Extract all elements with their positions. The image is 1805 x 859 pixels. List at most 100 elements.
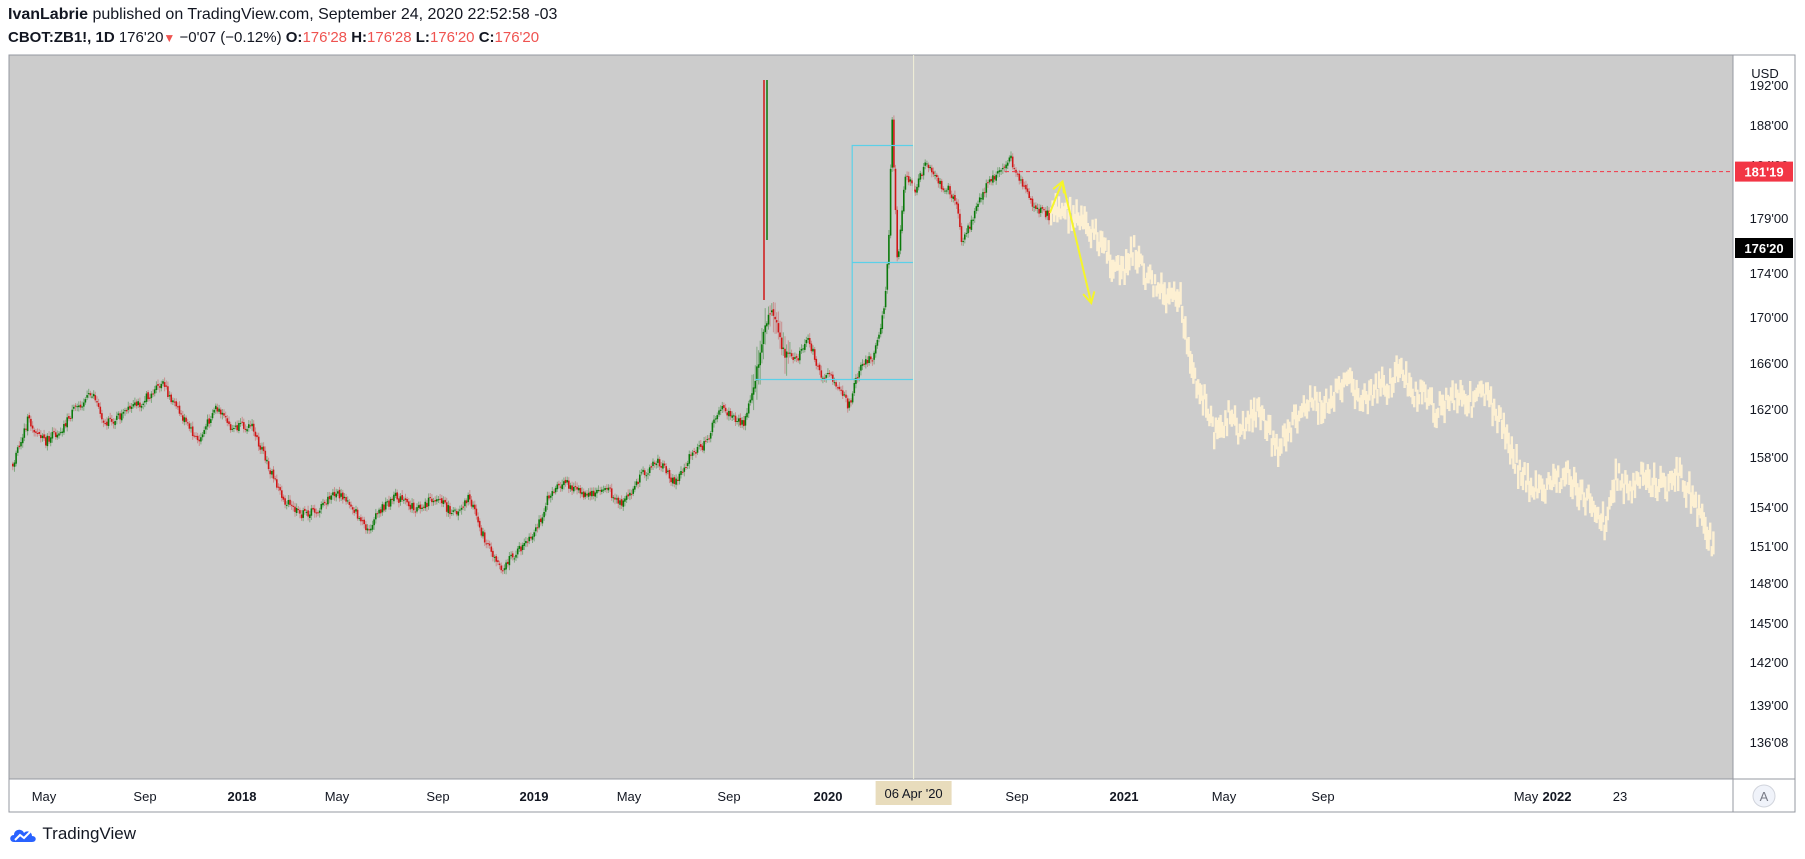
projection-bar <box>1613 479 1616 503</box>
projection-bar <box>1445 387 1448 401</box>
candle-body <box>206 419 209 427</box>
projection-bar <box>1509 444 1512 465</box>
candle-body <box>56 434 59 438</box>
candle-body <box>983 192 986 194</box>
candle-body <box>703 441 705 451</box>
projection-bar <box>1640 461 1643 475</box>
symbol-label[interactable]: CBOT:ZB1!, 1D <box>8 29 115 46</box>
author-name[interactable]: IvanLabrie <box>8 6 89 23</box>
projection-bar <box>1195 380 1198 399</box>
candle-body <box>158 386 161 388</box>
candle-body <box>1039 207 1042 213</box>
projection-bar <box>1213 432 1216 450</box>
projection-bar <box>1622 483 1625 505</box>
candle-body <box>289 499 291 505</box>
candle-body <box>901 210 903 231</box>
projection-bar <box>1709 522 1712 540</box>
candle-body <box>78 405 80 408</box>
projection-bar <box>1118 264 1121 286</box>
projection-bar <box>1616 478 1619 491</box>
projection-bar <box>1608 497 1611 510</box>
candle-body <box>386 501 389 503</box>
projection-bar <box>1533 487 1536 500</box>
projection-bar <box>1232 413 1235 425</box>
candle-body <box>546 495 549 505</box>
arrow-up[interactable] <box>1048 181 1064 214</box>
candle-body <box>711 422 714 433</box>
projection-bar <box>1489 386 1493 405</box>
candle-body <box>370 528 372 531</box>
projection-bar <box>1621 473 1624 488</box>
candle-body <box>645 475 648 477</box>
projection-bar <box>1259 406 1262 431</box>
projection-bar <box>1144 278 1147 290</box>
candle-body <box>858 371 860 378</box>
projection-bar <box>1096 232 1099 252</box>
candle-body <box>183 417 186 423</box>
candle-body <box>855 377 857 384</box>
time-tick-label: Sep <box>1005 789 1028 804</box>
candle-body <box>530 536 532 539</box>
candle-body <box>467 494 469 503</box>
candle-body <box>934 175 936 177</box>
projection-bar <box>1678 457 1681 476</box>
projection-bar <box>1200 384 1203 401</box>
projection-bar <box>1158 283 1161 300</box>
plot-area[interactable] <box>9 55 1733 779</box>
projection-bar <box>1561 468 1565 480</box>
candle-body <box>488 543 491 546</box>
candle-body <box>647 473 649 475</box>
candle-body <box>276 479 278 488</box>
projection-bar <box>1459 379 1462 400</box>
candle-body <box>195 435 197 437</box>
projection-bar <box>1093 228 1096 240</box>
tradingview-footer[interactable]: TradingView <box>8 824 136 844</box>
auto-scale-label: A <box>1760 789 1769 804</box>
high-value: 176'28 <box>367 29 412 46</box>
time-tick-label: Sep <box>133 789 156 804</box>
candle-body <box>932 171 935 175</box>
projection-bar <box>1441 394 1445 416</box>
candle-body <box>203 430 205 434</box>
candle-body <box>18 445 21 448</box>
candle-body <box>459 509 461 511</box>
projection-bar <box>1422 381 1425 392</box>
candle-body <box>168 395 171 397</box>
candle-body <box>846 398 849 409</box>
candle-body <box>335 493 337 498</box>
candle-body <box>185 417 187 422</box>
candle-body <box>952 196 955 199</box>
candle-body <box>820 370 823 378</box>
candle-body <box>866 360 869 364</box>
candle-body <box>139 402 141 408</box>
candle-body <box>124 410 126 412</box>
candle-body <box>140 405 143 408</box>
projection-bar <box>1277 446 1280 467</box>
projection-bar <box>1283 423 1286 447</box>
projection-bar <box>1270 438 1273 457</box>
projection-bar <box>1374 373 1377 390</box>
projection-bar <box>1320 400 1323 425</box>
candle-body <box>747 403 750 414</box>
arrow-down[interactable] <box>1061 181 1093 304</box>
projection-bar <box>1630 486 1633 504</box>
projection-bar <box>1478 381 1481 394</box>
candle-body <box>116 415 118 420</box>
projection-bar <box>1361 389 1365 412</box>
candle-body <box>353 509 356 513</box>
projection-bar <box>1571 479 1574 500</box>
candle-body <box>992 175 994 183</box>
projection-bar <box>1131 252 1134 266</box>
projection-bar <box>1589 493 1592 514</box>
projection-bar <box>1531 486 1534 498</box>
candle-body <box>279 487 281 491</box>
auto-scale-button[interactable] <box>1752 784 1776 808</box>
time-axis[interactable] <box>9 779 1733 812</box>
projection-bar <box>1453 400 1456 411</box>
published-text: published on TradingView.com, September … <box>92 6 558 23</box>
candle-body <box>439 498 441 500</box>
candle-body <box>297 509 300 511</box>
candle-body <box>515 554 517 558</box>
projection-bar <box>1155 285 1158 297</box>
